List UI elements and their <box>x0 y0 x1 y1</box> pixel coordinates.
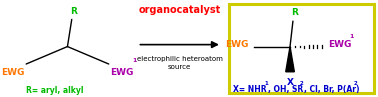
Text: EWG: EWG <box>1 68 24 77</box>
Text: , Cl, Br, P(Ar): , Cl, Br, P(Ar) <box>304 85 359 94</box>
Text: , OH, SR: , OH, SR <box>268 85 303 94</box>
Bar <box>229 4 375 93</box>
Text: 1: 1 <box>132 58 136 63</box>
Text: R: R <box>291 8 298 17</box>
Polygon shape <box>286 47 294 72</box>
Text: EWG: EWG <box>110 68 134 77</box>
Text: organocatalyst: organocatalyst <box>138 5 221 15</box>
Text: 1: 1 <box>264 81 268 86</box>
Text: X= NHR: X= NHR <box>232 85 266 94</box>
Text: X: X <box>287 78 294 87</box>
Text: 2: 2 <box>300 81 304 86</box>
Text: R= aryl, alkyl: R= aryl, alkyl <box>26 86 84 95</box>
Text: R: R <box>70 6 77 16</box>
Text: 2: 2 <box>354 81 358 86</box>
Text: EWG: EWG <box>225 40 249 49</box>
Text: EWG: EWG <box>328 40 351 49</box>
Text: electrophilic heteroatom
source: electrophilic heteroatom source <box>137 56 223 70</box>
Text: 1: 1 <box>349 34 354 39</box>
